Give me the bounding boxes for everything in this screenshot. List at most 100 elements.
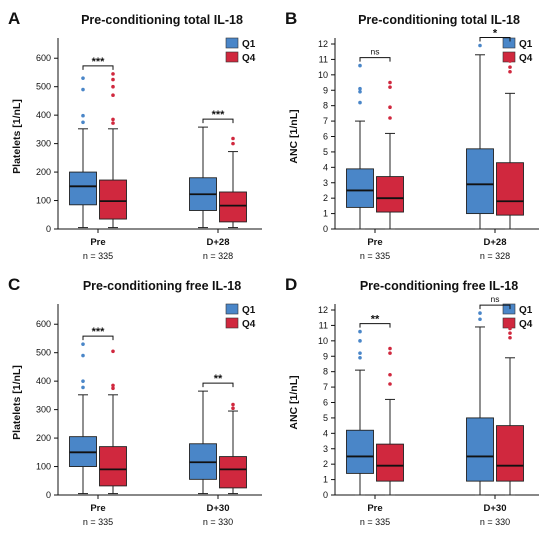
outlier-point-q1 (81, 76, 85, 80)
chart-title: Pre-conditioning total IL-18 (358, 13, 520, 27)
y-tick-label: 400 (36, 110, 51, 120)
y-axis-label: ANC [1/nL] (288, 109, 300, 163)
panel-a: A Pre-conditioning total IL-18 0 100 200 300 4… (8, 9, 262, 261)
y-tick-label: 9 (323, 351, 328, 361)
legend-label-q1: Q1 (242, 305, 256, 316)
outlier-point-q4 (231, 141, 235, 146)
panel-b: B Pre-conditioning total IL-1801234567891… (285, 9, 539, 261)
significance-label: *** (212, 109, 226, 121)
significance-label: ** (371, 314, 380, 326)
y-tick-label: 600 (36, 53, 51, 63)
significance-label: ns (491, 294, 500, 304)
significance-bracket (479, 304, 511, 310)
y-axis-label: ANC [1/nL] (288, 375, 300, 429)
box-q4 (99, 179, 127, 220)
outlier-point-q1 (478, 317, 482, 322)
legend-label-q1: Q1 (242, 39, 256, 50)
y-tick-label: 1 (323, 475, 328, 485)
significance-label: *** (92, 326, 106, 338)
x-tick-label: D+28 (484, 237, 507, 248)
outlier-point-q4 (388, 80, 392, 85)
outlier-point-q1 (81, 385, 85, 390)
x-tick-label: D+30 (207, 503, 230, 514)
y-tick-label: 3 (323, 178, 328, 188)
x-tick-label: Pre (90, 237, 105, 248)
y-tick-label: 0 (323, 490, 328, 500)
y-tick-label: 0 (46, 490, 51, 500)
y-tick-label: 3 (323, 444, 328, 454)
significance-bracket (82, 335, 114, 341)
significance-bracket (359, 323, 391, 328)
legend-swatch-q1 (502, 37, 516, 49)
y-tick-label: 6 (323, 132, 328, 142)
outlier-point-q4 (111, 349, 115, 354)
outlier-point-q4 (231, 402, 235, 407)
legend-label-q1: Q1 (519, 39, 533, 50)
n-label: n = 335 (360, 251, 390, 261)
outlier-point-q1 (358, 351, 362, 355)
box-q1 (69, 171, 97, 206)
y-tick-label: 100 (36, 462, 51, 472)
outlier-point-q1 (358, 339, 362, 343)
x-tick-label: D+30 (484, 503, 507, 514)
panel-letter: C (8, 275, 20, 294)
y-tick-label: 2 (323, 193, 328, 203)
outlier-point-q4 (231, 406, 235, 410)
outlier-point-q4 (508, 69, 512, 74)
panel-letter: D (285, 275, 297, 294)
n-label: n = 328 (203, 251, 233, 261)
outlier-point-q4 (111, 117, 115, 122)
outlier-point-q4 (388, 105, 392, 110)
legend-label-q4: Q4 (242, 53, 256, 64)
y-tick-label: 200 (36, 433, 51, 443)
outlier-point-q1 (358, 86, 362, 91)
outlier-point-q1 (81, 113, 85, 118)
panel-letter: B (285, 9, 297, 28)
box-q4 (376, 176, 404, 213)
outlier-point-q4 (508, 331, 512, 335)
outlier-point-q1 (478, 311, 482, 315)
y-axis-label: Platelets [1/nL] (11, 99, 23, 174)
panel-letter: A (8, 9, 20, 28)
y-tick-label: 200 (36, 167, 51, 177)
significance-bracket (479, 37, 511, 42)
outlier-point-q1 (81, 353, 85, 358)
n-label: n = 330 (203, 517, 233, 527)
significance-label: *** (92, 56, 106, 68)
y-tick-label: 100 (36, 196, 51, 206)
outlier-point-q4 (388, 346, 392, 351)
outlier-point-q4 (388, 85, 392, 89)
n-label: n = 330 (480, 517, 510, 527)
significance-label: * (493, 28, 498, 40)
n-label: n = 335 (360, 517, 390, 527)
significance-bracket (202, 382, 234, 388)
significance-label: ** (214, 373, 223, 385)
significance-bracket (202, 118, 234, 124)
box-q1 (466, 417, 494, 482)
y-tick-label: 8 (323, 367, 328, 377)
y-tick-label: 11 (319, 54, 328, 64)
box-q4 (219, 456, 247, 489)
box-q4 (376, 443, 404, 482)
y-tick-label: 7 (323, 382, 328, 392)
outlier-point-q4 (388, 372, 392, 377)
outlier-point-q4 (388, 116, 392, 120)
significance-label: ns (371, 47, 380, 57)
outlier-point-q4 (111, 121, 115, 125)
y-tick-label: 500 (36, 82, 51, 92)
outlier-point-q4 (111, 84, 115, 89)
outlier-point-q4 (388, 351, 392, 355)
y-axis-label: Platelets [1/nL] (11, 365, 23, 440)
y-tick-label: 9 (323, 85, 328, 95)
y-tick-label: 10 (318, 336, 328, 346)
legend-swatch-q1 (225, 303, 239, 315)
y-tick-label: 6 (323, 398, 328, 408)
outlier-point-q4 (111, 77, 115, 82)
box-q1 (346, 429, 374, 474)
y-tick-label: 5 (323, 413, 328, 423)
box-q4 (219, 191, 247, 223)
outlier-point-q1 (358, 100, 362, 105)
box-q1 (466, 148, 494, 215)
x-tick-label: Pre (367, 237, 382, 248)
